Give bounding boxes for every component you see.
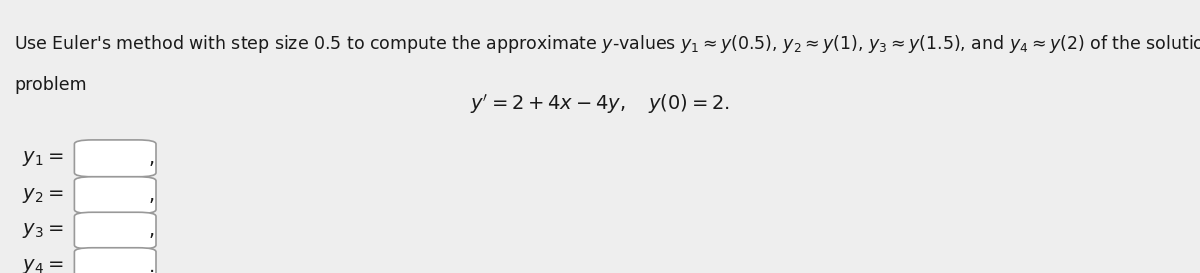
Text: ,: , bbox=[149, 149, 155, 168]
Text: problem: problem bbox=[14, 76, 88, 94]
Text: $y_3 =$: $y_3 =$ bbox=[22, 221, 64, 240]
FancyBboxPatch shape bbox=[74, 248, 156, 273]
Text: $y_1 =$: $y_1 =$ bbox=[22, 149, 64, 168]
Text: $y_2 =$: $y_2 =$ bbox=[22, 186, 64, 205]
FancyBboxPatch shape bbox=[74, 140, 156, 177]
Text: Use Euler's method with step size 0.5 to compute the approximate $y$-values $y_1: Use Euler's method with step size 0.5 to… bbox=[14, 33, 1200, 55]
Text: ,: , bbox=[149, 221, 155, 240]
Text: $y_4 =$: $y_4 =$ bbox=[22, 257, 64, 273]
Text: $y' = 2 + 4x - 4y, \quad y(0) = 2.$: $y' = 2 + 4x - 4y, \quad y(0) = 2.$ bbox=[470, 92, 730, 116]
Text: .: . bbox=[149, 257, 155, 273]
Text: ,: , bbox=[149, 186, 155, 205]
FancyBboxPatch shape bbox=[74, 177, 156, 213]
FancyBboxPatch shape bbox=[74, 212, 156, 249]
